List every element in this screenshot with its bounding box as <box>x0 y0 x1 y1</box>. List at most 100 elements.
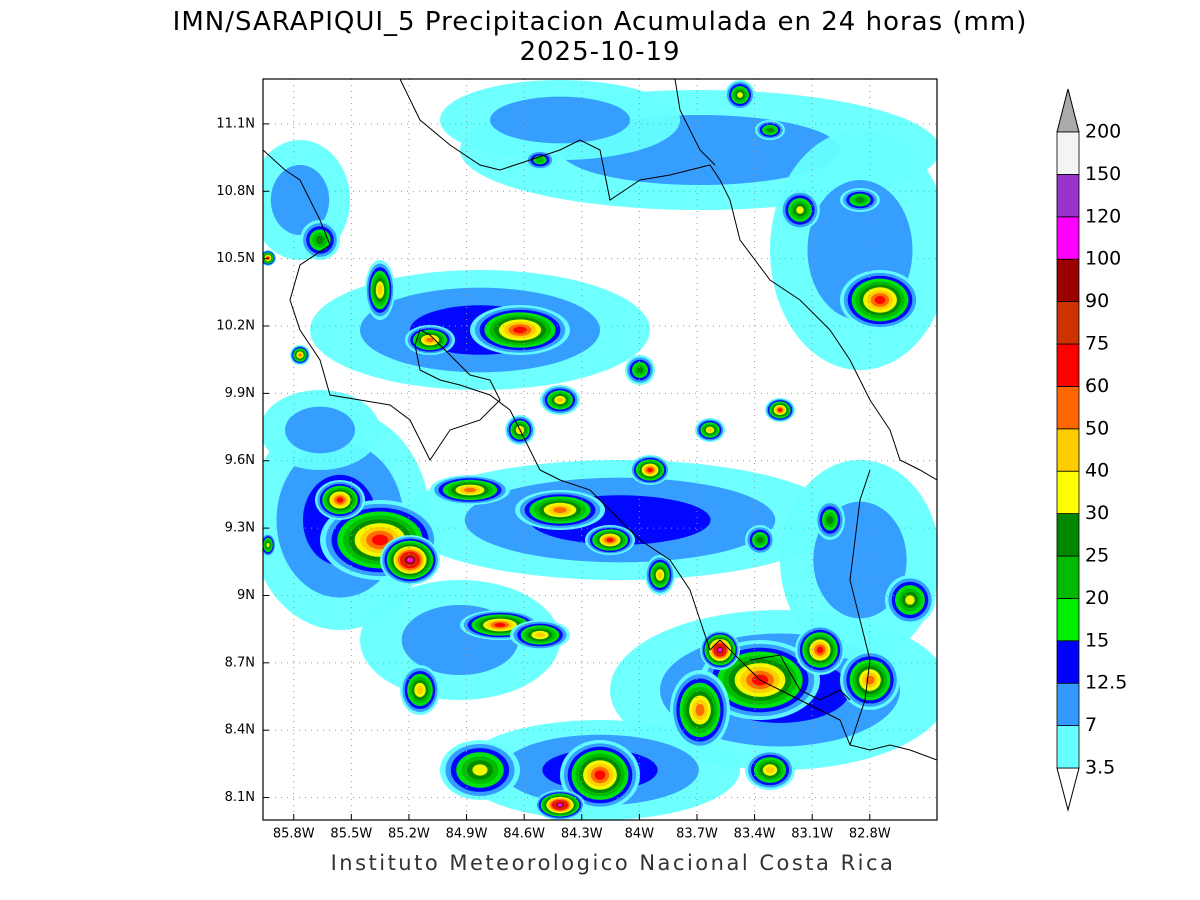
colorbar-box <box>1056 598 1080 642</box>
rain-contour <box>766 127 774 133</box>
colorbar-box <box>1056 216 1080 260</box>
colorbar-box <box>1056 555 1080 599</box>
colorbar-label: 40 <box>1085 460 1109 482</box>
y-tick-label: 8.7N <box>225 655 255 670</box>
rain-contour <box>695 704 705 716</box>
rain-contour <box>513 326 527 334</box>
x-tick-label: 82.8W <box>849 827 891 842</box>
x-tick-label: 85.8W <box>273 827 315 842</box>
rain-contour <box>826 515 834 525</box>
title: IMN/SARAPIQUI_5 Precipitacion Acumulada … <box>173 7 1028 37</box>
rain-contour <box>557 803 563 807</box>
rain-contour <box>636 366 644 374</box>
colorbar-label: 20 <box>1085 587 1109 609</box>
colorbar-label: 75 <box>1085 333 1109 355</box>
colorbar-label: 7 <box>1085 714 1097 736</box>
colorbar-box <box>1056 258 1080 303</box>
rain-contour <box>816 646 824 654</box>
x-tick-label: 85.5W <box>330 827 372 842</box>
rain-contour <box>535 632 545 638</box>
rain-contour <box>855 197 865 203</box>
colorbar-box <box>1056 470 1080 515</box>
x-tick-label: 83.7W <box>676 827 718 842</box>
rain-contour <box>266 542 270 548</box>
colorbar-label: 120 <box>1085 205 1121 227</box>
x-tick-label: 84.3W <box>561 827 603 842</box>
colorbar-label: 30 <box>1085 502 1109 524</box>
rain-contour <box>336 497 344 503</box>
rain-contour <box>657 571 663 579</box>
colorbar-box <box>1056 682 1080 727</box>
colorbar-box <box>1056 513 1080 557</box>
y-tick-label: 11.1N <box>216 116 255 131</box>
y-tick-label: 10.5N <box>216 251 255 266</box>
rain-contour <box>371 534 389 546</box>
rain-contour <box>756 536 764 544</box>
rain-contour <box>594 770 606 780</box>
rain-contour <box>494 622 506 628</box>
y-tick-label: 10.2N <box>216 319 255 334</box>
rain-contour <box>874 295 886 305</box>
caribbean-coast <box>399 79 937 481</box>
y-tick-label: 9.3N <box>225 521 255 536</box>
rain-contour <box>464 487 476 493</box>
colorbar-box <box>1056 173 1080 218</box>
colorbar-box <box>1056 131 1080 175</box>
colorbar-box <box>1056 385 1080 430</box>
colorbar-label: 200 <box>1085 121 1121 143</box>
rain-contour <box>647 467 653 473</box>
rain-contour <box>490 96 630 144</box>
rain-contour <box>298 353 302 357</box>
colorbar-label: 15 <box>1085 629 1109 651</box>
colorbar: 3.5 7 12.5 15 20 25 30 40 50 60 75 90 100 120 150 200 <box>1056 88 1127 812</box>
colorbar-label: 90 <box>1085 290 1109 312</box>
x-tick-label: 84W <box>625 827 655 842</box>
subtitle: 2025-10-19 <box>519 37 680 67</box>
y-tick-label: 8.1N <box>225 790 255 805</box>
rain-contour <box>270 165 330 235</box>
colorbar-box <box>1056 428 1080 472</box>
rain-contour <box>472 764 488 776</box>
colorbar-label: 3.5 <box>1085 757 1115 779</box>
rain-contour <box>426 337 434 343</box>
colorbar-label: 60 <box>1085 375 1109 397</box>
rain-contour <box>717 647 723 653</box>
y-tick-label: 10.8N <box>216 184 255 199</box>
coastlines <box>263 79 937 761</box>
colorbar-label: 100 <box>1085 248 1121 270</box>
colorbar-label: 25 <box>1085 545 1109 567</box>
rain-contour <box>315 235 325 245</box>
x-tick-label: 84.9W <box>446 827 488 842</box>
rain-contour <box>707 428 713 432</box>
rain-contour <box>796 206 804 214</box>
y-tick-label: 9.6N <box>225 453 255 468</box>
rain-contour <box>285 406 355 454</box>
x-tick-label: 83.1W <box>791 827 833 842</box>
y-tick-label: 9.9N <box>225 386 255 401</box>
rain-contour <box>536 157 544 163</box>
rain-contour <box>406 557 414 563</box>
x-tick-label: 83.4W <box>734 827 776 842</box>
colorbar-box <box>1056 301 1080 345</box>
rain-contour <box>777 408 783 412</box>
colorbar-box <box>1056 343 1080 387</box>
rain-contour <box>377 285 383 295</box>
colorbar-label: 50 <box>1085 417 1109 439</box>
colorbar-box <box>1056 725 1080 769</box>
colorbar-under <box>1056 767 1080 812</box>
y-tick-label: 9N <box>237 588 255 603</box>
rain-contour <box>905 595 915 605</box>
grid: 85.8W 85.5W 85.2W 84.9W 84.6W 84.3W 84W 83.7W 83… <box>216 79 937 842</box>
y-tick-label: 8.4N <box>225 723 255 738</box>
pacific-coast <box>263 149 937 761</box>
colorbar-label: 12.5 <box>1085 672 1127 694</box>
x-tick-label: 85.2W <box>388 827 430 842</box>
rain-contour <box>416 685 424 695</box>
border <box>674 79 871 746</box>
rain-contour <box>737 92 743 98</box>
rain-contour <box>556 397 564 403</box>
rain-contour <box>765 766 775 774</box>
rain-contour <box>553 507 567 513</box>
colorbar-box <box>1056 640 1080 684</box>
